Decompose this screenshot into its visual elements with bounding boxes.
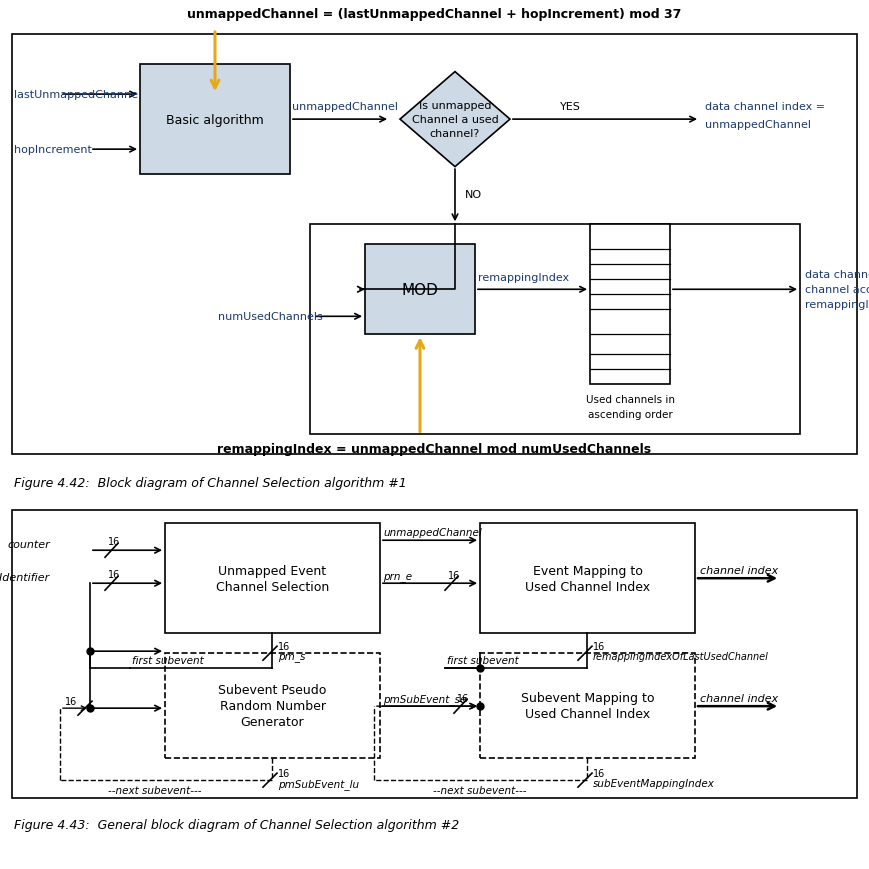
Text: Channel a used: Channel a used	[412, 115, 499, 125]
Text: pm_s: pm_s	[278, 652, 305, 661]
Text: hopIncrement: hopIncrement	[14, 145, 92, 155]
Polygon shape	[400, 72, 510, 168]
Text: YES: YES	[560, 102, 580, 112]
Text: 16: 16	[278, 768, 290, 779]
Text: channel?: channel?	[430, 129, 481, 139]
Bar	[365, 245, 475, 335]
Bar	[480, 653, 695, 759]
Text: 16: 16	[593, 641, 605, 652]
Text: subEventMappingIndex: subEventMappingIndex	[593, 779, 715, 788]
Text: remappingIndex: remappingIndex	[478, 273, 569, 283]
Text: pmSubEvent_lu: pmSubEvent_lu	[278, 778, 359, 789]
Text: counter: counter	[7, 540, 50, 549]
Text: ascending order: ascending order	[587, 410, 673, 420]
Text: 16: 16	[448, 571, 461, 580]
Text: channel index: channel index	[700, 693, 779, 703]
Text: Used Channel Index: Used Channel Index	[525, 580, 650, 593]
Text: prn_e: prn_e	[383, 572, 412, 581]
Text: Used Channel Index: Used Channel Index	[525, 707, 650, 720]
Text: Unmapped Event: Unmapped Event	[218, 564, 327, 577]
Text: Event Mapping to: Event Mapping to	[533, 564, 642, 577]
Text: 16: 16	[108, 569, 120, 580]
Text: Basic algorithm: Basic algorithm	[166, 114, 264, 127]
Text: data channel index =: data channel index =	[705, 102, 826, 112]
Text: first subevent: first subevent	[447, 655, 519, 666]
Text: Random Number: Random Number	[220, 700, 326, 713]
Text: MOD: MOD	[401, 282, 439, 297]
Text: data channel index =: data channel index =	[805, 270, 869, 280]
Text: lastUnmappedChannel: lastUnmappedChannel	[14, 90, 141, 100]
Text: channel according to: channel according to	[805, 285, 869, 295]
Bar	[140, 65, 290, 175]
Text: channel index: channel index	[700, 566, 779, 575]
Text: Subevent Mapping to: Subevent Mapping to	[521, 692, 654, 705]
Text: channelIdentifier: channelIdentifier	[0, 573, 50, 582]
Text: pmSubEvent_se: pmSubEvent_se	[383, 693, 467, 704]
Text: Is unmapped: Is unmapped	[419, 101, 491, 111]
Text: Figure 4.42:  Block diagram of Channel Selection algorithm #1: Figure 4.42: Block diagram of Channel Se…	[14, 476, 407, 489]
Text: 16: 16	[278, 641, 290, 652]
Text: Figure 4.43:  General block diagram of Channel Selection algorithm #2: Figure 4.43: General block diagram of Ch…	[14, 818, 459, 831]
Bar	[590, 225, 670, 385]
Text: numUsedChannels: numUsedChannels	[218, 312, 322, 322]
Text: 16: 16	[593, 768, 605, 779]
Text: Subevent Pseudo: Subevent Pseudo	[218, 683, 327, 696]
Text: unmappedChannel: unmappedChannel	[705, 120, 811, 130]
Text: 16: 16	[457, 693, 469, 703]
Text: unmappedChannel: unmappedChannel	[292, 102, 398, 112]
Text: Generator: Generator	[241, 715, 304, 728]
Text: remappingIndexOfLastUsedChannel: remappingIndexOfLastUsedChannel	[593, 652, 769, 661]
Text: remappingIndex = unmappedChannel mod numUsedChannels: remappingIndex = unmappedChannel mod num…	[217, 442, 651, 455]
Text: 16: 16	[65, 696, 77, 706]
Text: NO: NO	[465, 190, 482, 200]
Text: remappingIndex: remappingIndex	[805, 300, 869, 310]
Bar	[480, 524, 695, 634]
Text: --next subevent---: --next subevent---	[109, 786, 202, 795]
Bar	[165, 524, 380, 634]
Bar	[165, 653, 380, 759]
Text: Channel Selection: Channel Selection	[216, 580, 329, 593]
Text: --next subevent---: --next subevent---	[434, 786, 527, 795]
Text: Used channels in: Used channels in	[586, 395, 674, 405]
Text: first subevent: first subevent	[132, 655, 203, 666]
Bar	[310, 225, 800, 434]
Text: unmappedChannel = (lastUnmappedChannel + hopIncrement) mod 37: unmappedChannel = (lastUnmappedChannel +…	[187, 8, 681, 21]
Text: unmappedChannel: unmappedChannel	[383, 527, 481, 538]
Text: 16: 16	[108, 537, 120, 547]
